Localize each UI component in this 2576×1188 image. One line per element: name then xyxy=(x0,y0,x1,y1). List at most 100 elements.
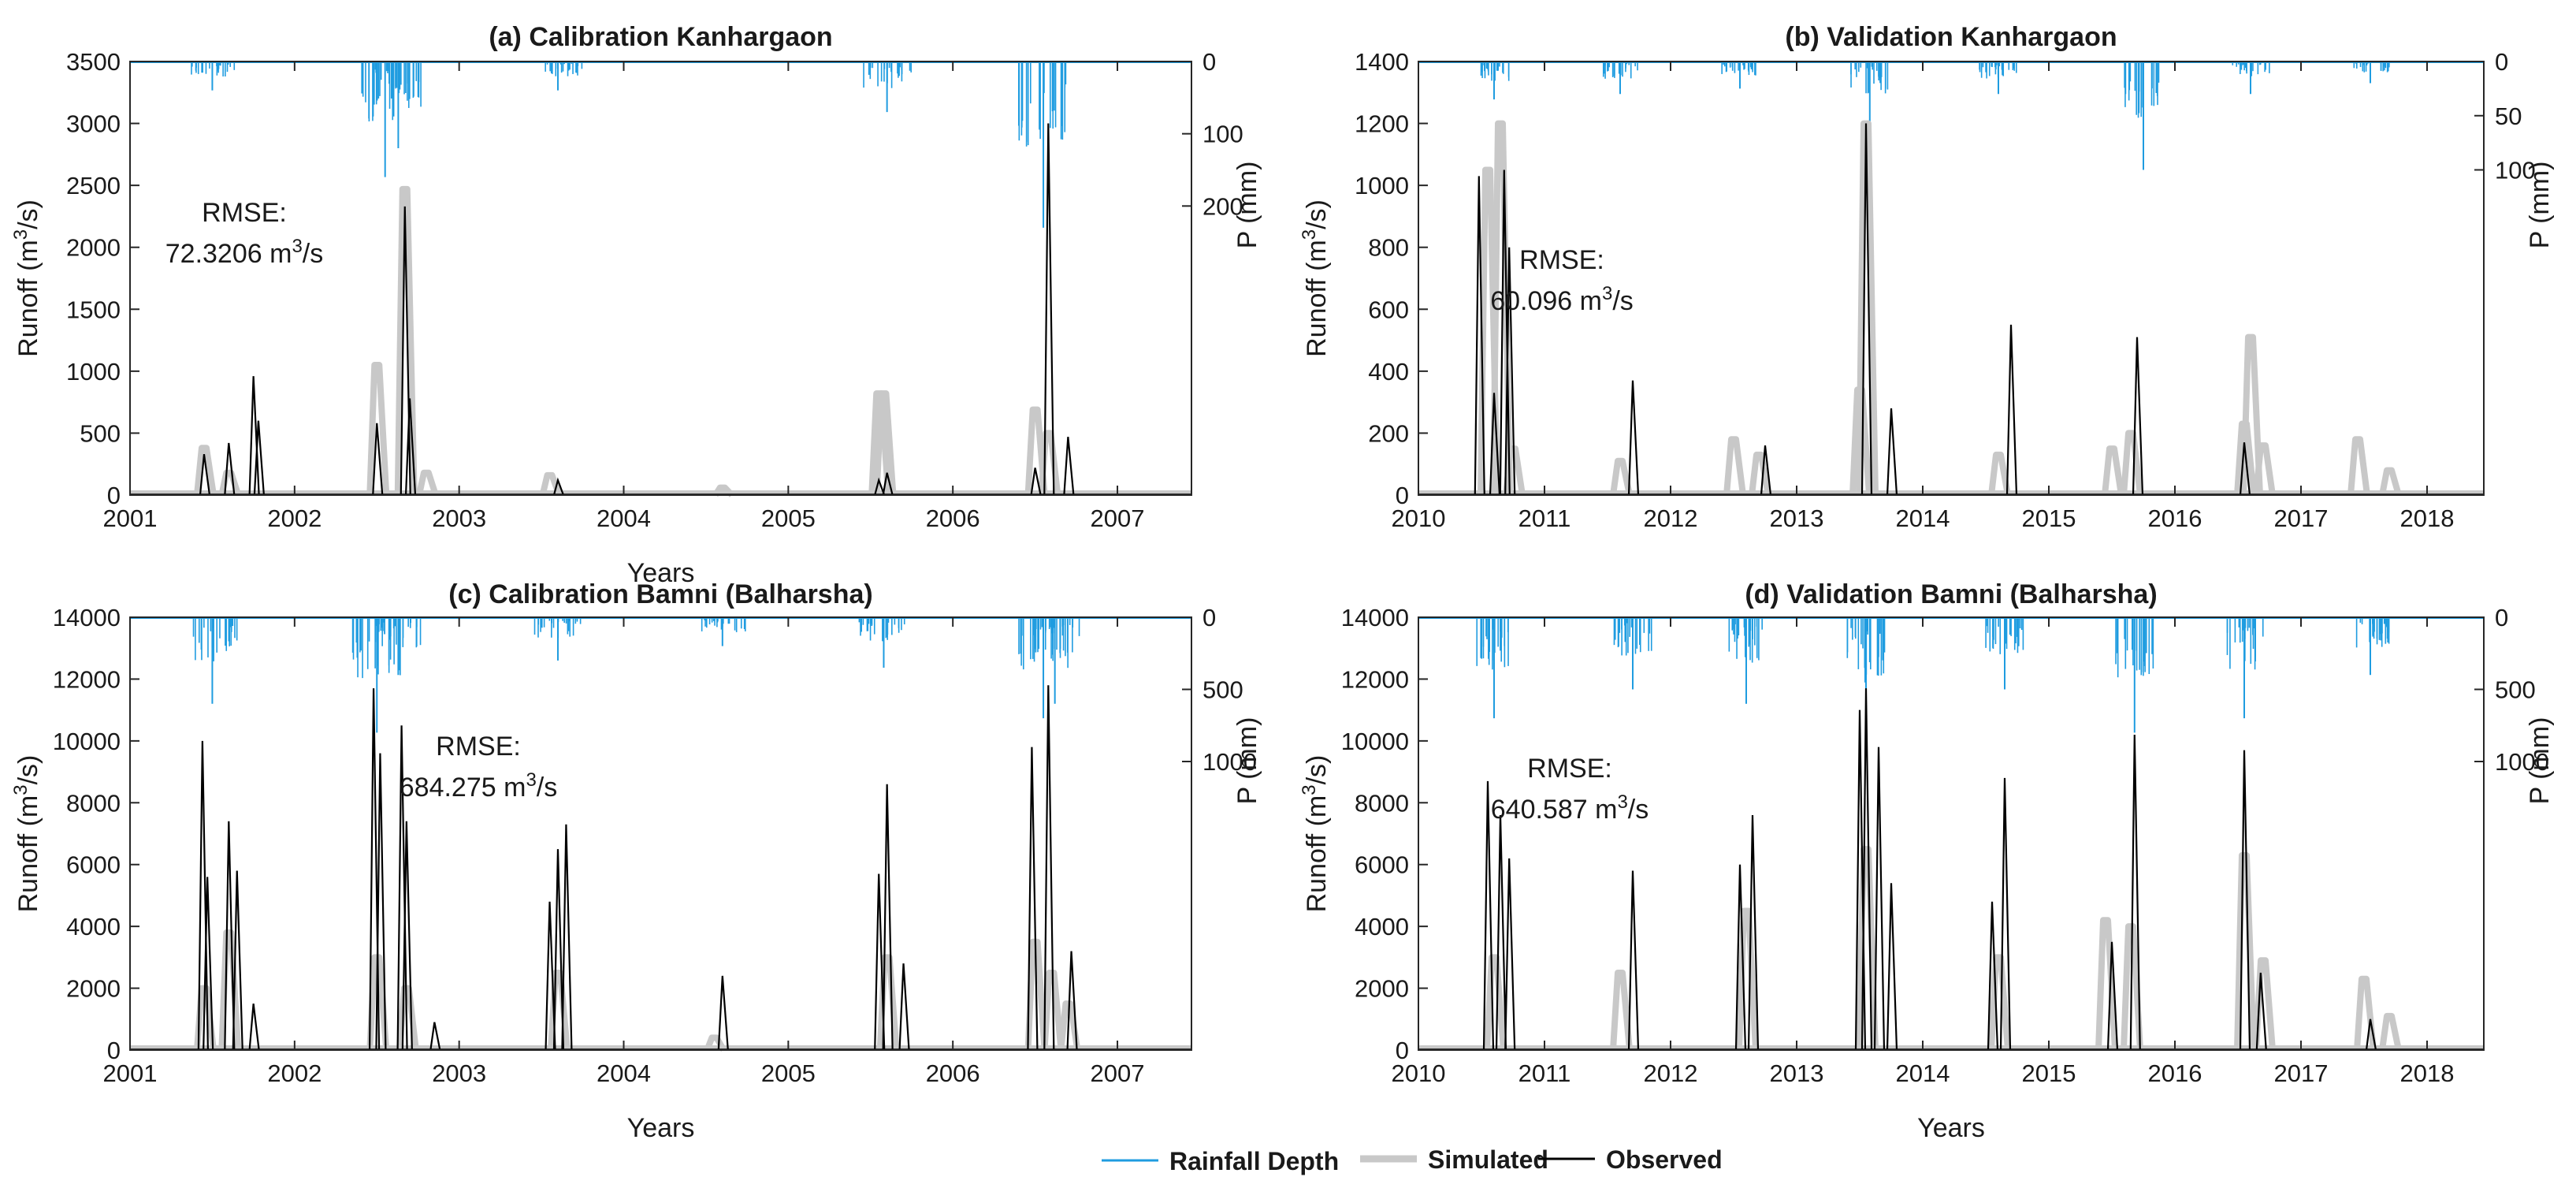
simulated-peak xyxy=(2121,430,2143,496)
simulated-peak xyxy=(1988,954,2011,1051)
x-tick-label: 2003 xyxy=(432,1060,486,1087)
observed-peak xyxy=(1627,380,1640,496)
rmse-label: RMSE: xyxy=(1527,754,1612,784)
x-tick-label: 2017 xyxy=(2274,505,2329,532)
observed-peak xyxy=(2239,750,2251,1051)
x-axis-label: Years xyxy=(627,558,695,588)
rmse-annotation: RMSE: 684.275 m3/s xyxy=(400,732,558,803)
observed-peak xyxy=(2005,324,2018,496)
y2-tick-label: 0 xyxy=(2495,48,2508,76)
y-tick-label: 500 xyxy=(80,419,121,447)
observed-peak xyxy=(882,784,894,1051)
y2-axis-label: P (mm) xyxy=(1232,162,1262,249)
observed-peak xyxy=(2255,972,2267,1051)
rmse-label: RMSE: xyxy=(436,732,521,762)
observed-peak xyxy=(874,873,886,1051)
x-axis-label: Years xyxy=(1917,1113,1985,1143)
observed-peak xyxy=(375,753,387,1051)
observed-peak xyxy=(199,453,211,496)
observed-peak xyxy=(874,477,886,496)
simulated-peak xyxy=(1024,406,1048,496)
observed-peak xyxy=(2106,941,2119,1051)
y-axis-label: Runoff (m3/s) xyxy=(1299,199,1333,357)
y-tick-label: 2500 xyxy=(66,172,121,199)
y-tick-label: 12000 xyxy=(53,665,121,693)
simulated-peak xyxy=(1856,846,1879,1051)
observed-peak xyxy=(1999,777,2012,1051)
simulated-peak xyxy=(2240,333,2263,496)
simulated-peak xyxy=(1058,1000,1081,1051)
observed-peak xyxy=(561,824,573,1051)
observed-peak xyxy=(552,477,565,496)
y-tick-label: 3500 xyxy=(66,48,121,76)
y-tick-label: 2000 xyxy=(66,234,121,262)
x-axis-label: Years xyxy=(627,1113,695,1143)
x-tick-label: 2001 xyxy=(103,505,158,532)
simulated-peak xyxy=(1736,907,1759,1051)
x-tick-label: 2012 xyxy=(1644,505,1698,532)
y-axis-label: Runoff (m3/s) xyxy=(10,199,44,357)
x-tick-label: 2010 xyxy=(1392,1060,1446,1087)
rmse-value: 60.096 m3/s xyxy=(1490,283,1634,317)
y-tick-label: 8000 xyxy=(1355,789,1409,817)
observed-peak xyxy=(1860,123,1873,496)
x-tick-label: 2014 xyxy=(1896,1060,1950,1087)
plot-frame xyxy=(129,61,1192,496)
y-tick-label: 12000 xyxy=(1341,665,1409,693)
rmse-value: 72.3206 m3/s xyxy=(165,236,324,270)
observed-peak xyxy=(401,821,413,1051)
y2-axis-label: P (mm) xyxy=(2525,717,2555,805)
chart-title: (b) Validation Kanhargaon xyxy=(1785,22,2117,52)
x-tick-label: 2001 xyxy=(103,1060,158,1087)
x-tick-label: 2013 xyxy=(1770,505,1824,532)
y2-tick-label: 1000 xyxy=(1203,748,1257,776)
y2-tick-label: 1000 xyxy=(2495,748,2549,776)
x-tick-label: 2016 xyxy=(2148,505,2202,532)
y-tick-label: 1400 xyxy=(1355,48,1409,76)
rmse-annotation: RMSE: 640.587 m3/s xyxy=(1491,754,1649,825)
simulated-peak xyxy=(218,469,242,497)
x-tick-label: 2007 xyxy=(1091,505,1145,532)
observed-peak xyxy=(1886,408,1898,496)
observed-peak xyxy=(898,963,910,1051)
x-tick-label: 2013 xyxy=(1770,1060,1824,1087)
x-tick-label: 2018 xyxy=(2400,505,2455,532)
observed-peak xyxy=(1873,747,1886,1051)
y2-axis-label: P (mm) xyxy=(1232,717,1262,805)
y2-tick-label: 100 xyxy=(1203,121,1243,148)
simulated-peak xyxy=(1041,969,1065,1051)
simulated-peak xyxy=(1723,436,1746,496)
x-tick-label: 2005 xyxy=(761,505,816,532)
plot-frame xyxy=(1418,616,2485,1051)
observed-peak xyxy=(253,420,265,496)
plot-frame xyxy=(129,616,1192,1051)
y-axis-label: Runoff (m3/s) xyxy=(1299,755,1333,913)
chart-title: (a) Calibration Kanhargaon xyxy=(489,22,832,52)
y-tick-label: 8000 xyxy=(66,789,121,817)
y-tick-label: 3000 xyxy=(66,110,121,138)
simulated-peak xyxy=(1610,457,1633,496)
legend: Rainfall Depth Simulated Observed xyxy=(1102,1145,1723,1175)
y-tick-label: 4000 xyxy=(66,913,121,940)
y-tick-label: 0 xyxy=(1396,1037,1409,1064)
y-tick-label: 14000 xyxy=(53,604,121,631)
observed-peak xyxy=(1886,883,1898,1051)
observed-peak xyxy=(2365,1019,2377,1051)
observed-peak xyxy=(1495,814,1507,1051)
observed-peak xyxy=(1987,901,1999,1051)
observed-peak xyxy=(429,1022,441,1051)
y-tick-label: 10000 xyxy=(1341,728,1409,755)
simulated-peak xyxy=(2234,851,2257,1051)
observed-peak xyxy=(1482,780,1495,1051)
x-tick-label: 2017 xyxy=(2274,1060,2329,1087)
observed-peak xyxy=(1066,951,1078,1051)
y-tick-label: 1000 xyxy=(66,358,121,385)
observed-peak xyxy=(224,442,236,496)
observed-peak xyxy=(2239,442,2251,496)
x-tick-label: 2006 xyxy=(926,1060,980,1087)
legend-rainfall-label: Rainfall Depth xyxy=(1169,1147,1339,1175)
observed-peak xyxy=(232,870,243,1051)
y-tick-label: 1200 xyxy=(1355,110,1409,138)
observed-peak xyxy=(1063,437,1075,496)
legend-simulated-label: Simulated xyxy=(1428,1145,1548,1174)
